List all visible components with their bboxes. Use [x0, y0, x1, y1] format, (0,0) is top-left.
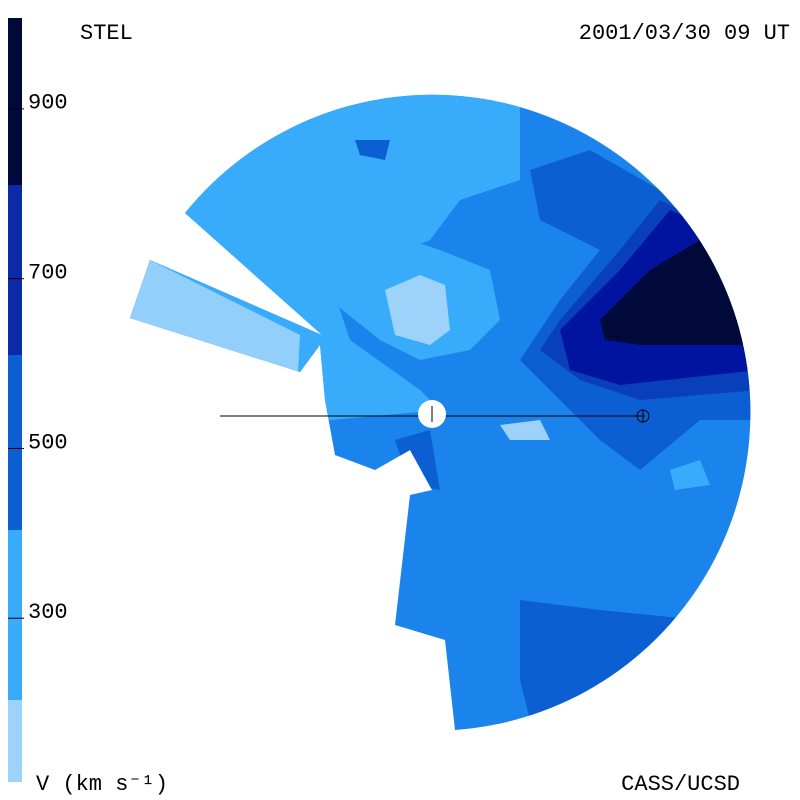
colorbar-ticks: 300 500 700 900: [8, 91, 68, 625]
tick-label: 500: [28, 430, 68, 455]
tick-label: 700: [28, 260, 68, 285]
observatory-label: STEL: [80, 21, 133, 46]
tick-label: 900: [28, 91, 68, 116]
tick-label: 300: [28, 600, 68, 625]
colorbar: [8, 18, 22, 782]
timestamp: 2001/03/30 09 UT: [579, 21, 790, 46]
credit: CASS/UCSD: [621, 772, 740, 797]
colorbar-unit: V (km s⁻¹): [36, 772, 168, 797]
